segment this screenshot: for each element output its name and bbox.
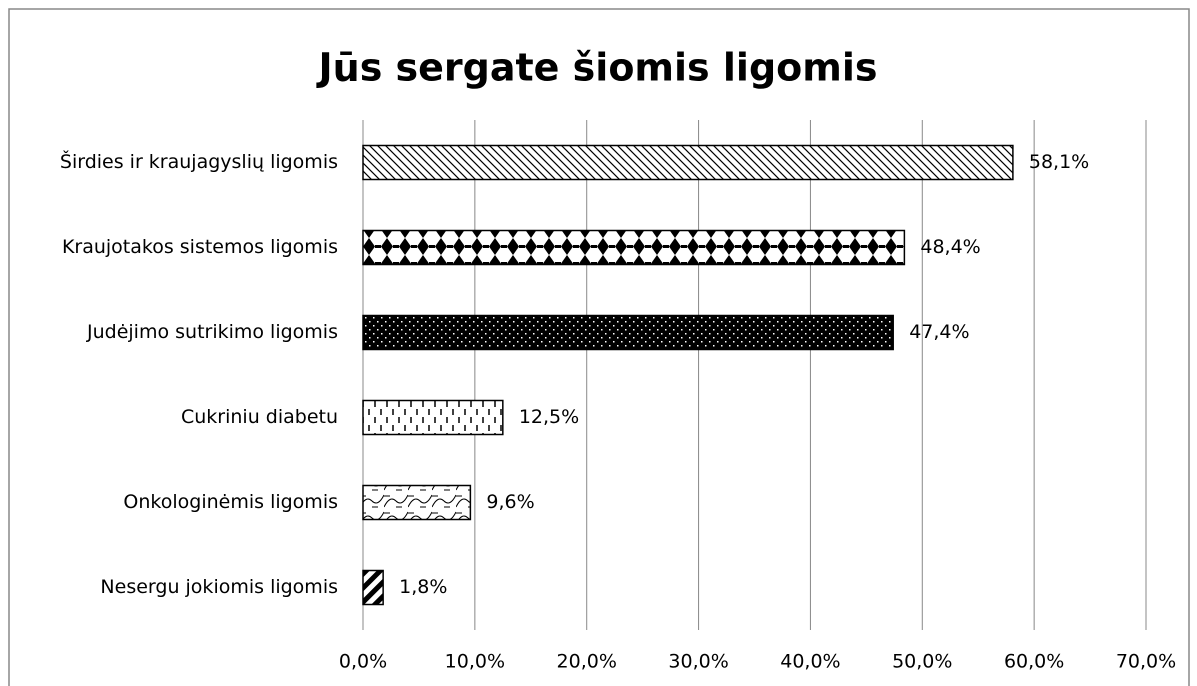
value-label: 9,6% [486,491,534,513]
value-label: 1,8% [399,576,447,598]
value-label: 58,1% [1029,151,1089,173]
x-tick-label: 10,0% [445,651,505,673]
x-tick-label: 60,0% [1004,651,1064,673]
y-tick-label: Judėjimo sutrikimo ligomis [86,321,338,343]
y-tick-label: Cukriniu diabetu [181,406,338,428]
bar [362,144,1014,181]
y-tick-label: Širdies ir kraujagyslių ligomis [60,149,338,173]
bar [362,314,894,351]
x-tick-label: 20,0% [557,651,617,673]
bar [362,484,472,521]
value-label: 47,4% [909,321,969,343]
x-tick-label: 70,0% [1116,651,1176,673]
value-label: 12,5% [519,406,579,428]
y-tick-label: Nesergu jokiomis ligomis [100,576,338,598]
x-tick-label: 0,0% [339,651,387,673]
bar [362,399,504,436]
chart-border [8,8,1190,686]
y-tick-label: Onkologinėmis ligomis [123,491,338,513]
x-tick-label: 30,0% [668,651,728,673]
x-tick-label: 40,0% [780,651,840,673]
chart-title: Jūs sergate šiomis ligomis [316,46,878,90]
value-label: 48,4% [920,236,980,258]
x-tick-label: 50,0% [892,651,952,673]
bar [362,229,906,266]
y-tick-label: Kraujotakos sistemos ligomis [62,236,338,258]
bar [362,569,384,606]
